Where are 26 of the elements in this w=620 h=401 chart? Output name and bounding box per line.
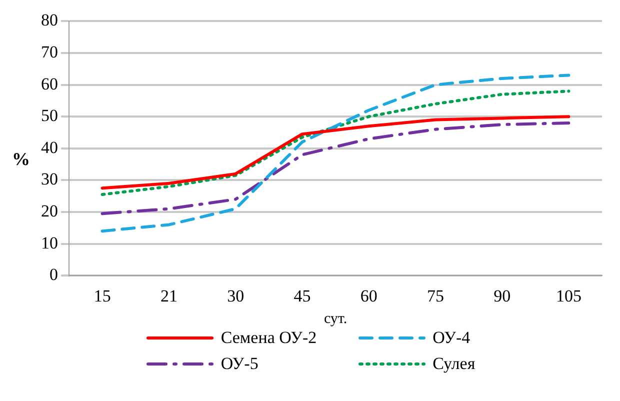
y-tick-label: 40 <box>41 138 58 157</box>
x-tick-label: 21 <box>160 286 178 306</box>
y-axis-title: % <box>12 149 30 170</box>
line-series <box>100 90 570 196</box>
x-tick-label: 90 <box>494 286 511 306</box>
x-tick-label: 15 <box>94 286 111 306</box>
y-tick-label: 80 <box>41 10 58 30</box>
legend-label: Сулея <box>432 354 476 374</box>
legend-label: ОУ-4 <box>432 328 470 348</box>
y-tick-label: 50 <box>41 106 58 126</box>
y-tick-label: 30 <box>41 170 58 189</box>
line-series <box>100 121 570 216</box>
y-tick-label: 60 <box>41 74 58 94</box>
y-tick-label: 20 <box>41 201 58 220</box>
legend-label: Семена ОУ-2 <box>220 328 317 348</box>
legend-label: ОУ-5 <box>220 354 258 374</box>
x-tick-label: 30 <box>227 286 244 306</box>
line-series <box>100 74 570 233</box>
x-tick-label: 105 <box>556 286 582 306</box>
y-tick-label: 10 <box>41 233 58 252</box>
x-tick-label: 45 <box>294 286 311 306</box>
x-axis-title: сут. <box>324 310 348 327</box>
x-tick-label: 60 <box>360 286 378 306</box>
x-tick-label: 75 <box>426 286 444 306</box>
y-tick-label: 0 <box>50 265 58 284</box>
y-tick-label: 70 <box>41 42 58 62</box>
